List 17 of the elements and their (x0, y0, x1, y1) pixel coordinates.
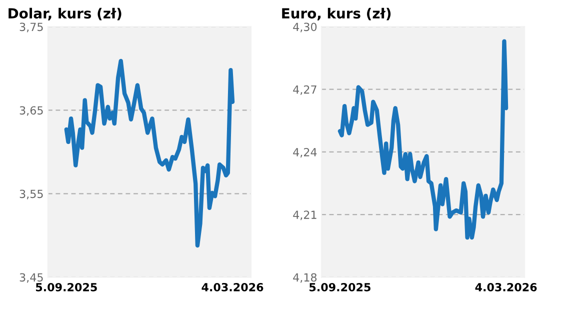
y-tick-label: 4,30 (293, 22, 317, 32)
y-tick-label: 4,18 (293, 273, 317, 283)
line-series (338, 39, 508, 240)
y-tick-label: 3,45 (20, 273, 43, 283)
chart-title: Euro, kurs (zł) (282, 8, 391, 20)
x-tick-label: 4.03.2026 (475, 282, 537, 292)
y-tick-label: 4,21 (293, 210, 316, 220)
y-tick-label: 4,24 (293, 148, 317, 158)
y-tick-label: 3,65 (20, 106, 43, 116)
y-tick-label: 3,55 (20, 190, 43, 200)
y-tick-label: 3,75 (20, 22, 43, 32)
chart-title: Dolar, kurs (zł) (8, 8, 122, 20)
x-tick-label: 4.03.2026 (202, 282, 264, 292)
line-series (64, 58, 235, 248)
y-tick-label: 4,27 (293, 85, 316, 95)
x-tick-label: 5.09.2025 (310, 282, 370, 292)
x-tick-label: 5.09.2025 (36, 282, 97, 292)
